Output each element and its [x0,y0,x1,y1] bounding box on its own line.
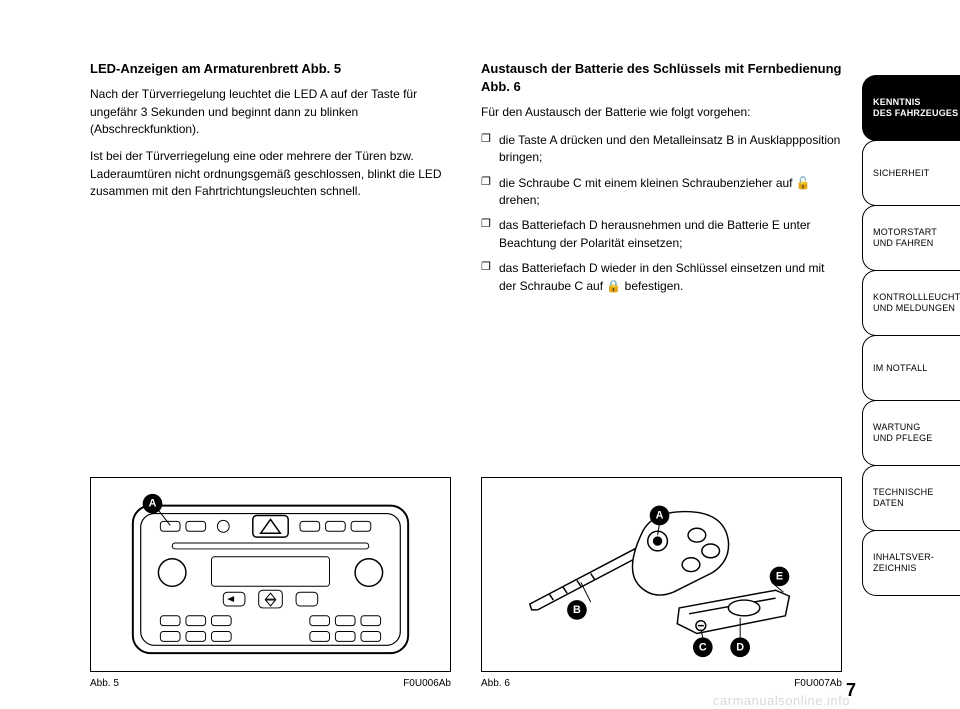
bullet-item: die Schraube C mit einem kleinen Schraub… [481,175,842,210]
tab-technische-daten[interactable]: TECHNISCHE DATEN [862,465,960,531]
tab-inhaltsverzeichnis[interactable]: INHALTSVER- ZEICHNIS [862,530,960,596]
dashboard-illustration: A [99,486,442,663]
section-tabs: KENNTNIS DES FAHRZEUGES SICHERHEIT MOTOR… [862,0,960,709]
tab-label: DES FAHRZEUGES [873,108,958,119]
tab-label: UND PFLEGE [873,433,933,444]
tab-label: KONTROLLLEUCHTEN [873,292,960,303]
tab-label: KENNTNIS [873,97,958,108]
right-para-1: Für den Austausch der Batterie wie folgt… [481,104,842,121]
right-column: Austausch der Batterie des Schlüssels mi… [481,60,842,689]
left-para-2: Ist bei der Türverriegelung eine oder me… [90,148,451,200]
marker-a-label: A [656,510,664,522]
manual-page: LED-Anzeigen am Armaturenbrett Abb. 5 Na… [0,0,960,709]
bullet-item: das Batteriefach D wieder in den Schlüss… [481,260,842,295]
figure-5: A [90,477,451,672]
tab-label: SICHERHEIT [873,168,930,179]
tab-label: MOTORSTART [873,227,937,238]
key-illustration: A B C D E [490,486,833,663]
figure-5-label: Abb. 5 [90,678,119,689]
tab-label: UND MELDUNGEN [873,303,960,314]
marker-a-label: A [149,498,157,510]
figure-6: A B C D E [481,477,842,672]
figure-6-caption: Abb. 6 F0U007Ab [481,678,842,689]
tab-label: INHALTSVER- [873,552,934,563]
right-bullet-list: die Taste A drücken und den Metalleinsat… [481,132,842,303]
tab-label: ZEICHNIS [873,563,934,574]
figure-5-caption: Abb. 5 F0U006Ab [90,678,451,689]
figure-6-code: F0U007Ab [794,678,842,689]
tab-sicherheit[interactable]: SICHERHEIT [862,140,960,206]
watermark: carmanualsonline.info [713,693,850,708]
tab-label: UND FAHREN [873,238,937,249]
tab-label: WARTUNG [873,422,933,433]
tab-label: IM NOTFALL [873,363,928,374]
marker-d-label: D [736,641,744,653]
figure-5-code: F0U006Ab [403,678,451,689]
bullet-item: das Batteriefach D herausnehmen und die … [481,217,842,252]
tab-kontrollleuchten[interactable]: KONTROLLLEUCHTEN UND MELDUNGEN [862,270,960,336]
marker-b-label: B [573,604,581,616]
marker-c-label: C [699,641,707,653]
left-column: LED-Anzeigen am Armaturenbrett Abb. 5 Na… [90,60,451,689]
left-para-1: Nach der Türverriegelung leuchtet die LE… [90,86,451,138]
tab-wartung[interactable]: WARTUNG UND PFLEGE [862,400,960,466]
tab-kenntnis[interactable]: KENNTNIS DES FAHRZEUGES [862,75,960,141]
figure-6-label: Abb. 6 [481,678,510,689]
tab-motorstart[interactable]: MOTORSTART UND FAHREN [862,205,960,271]
marker-e-label: E [776,570,783,582]
tab-label: TECHNISCHE DATEN [873,487,960,509]
content-area: LED-Anzeigen am Armaturenbrett Abb. 5 Na… [0,0,862,709]
right-heading: Austausch der Batterie des Schlüssels mi… [481,60,842,96]
tab-notfall[interactable]: IM NOTFALL [862,335,960,401]
bullet-item: die Taste A drücken und den Metalleinsat… [481,132,842,167]
left-heading: LED-Anzeigen am Armaturenbrett Abb. 5 [90,60,451,78]
